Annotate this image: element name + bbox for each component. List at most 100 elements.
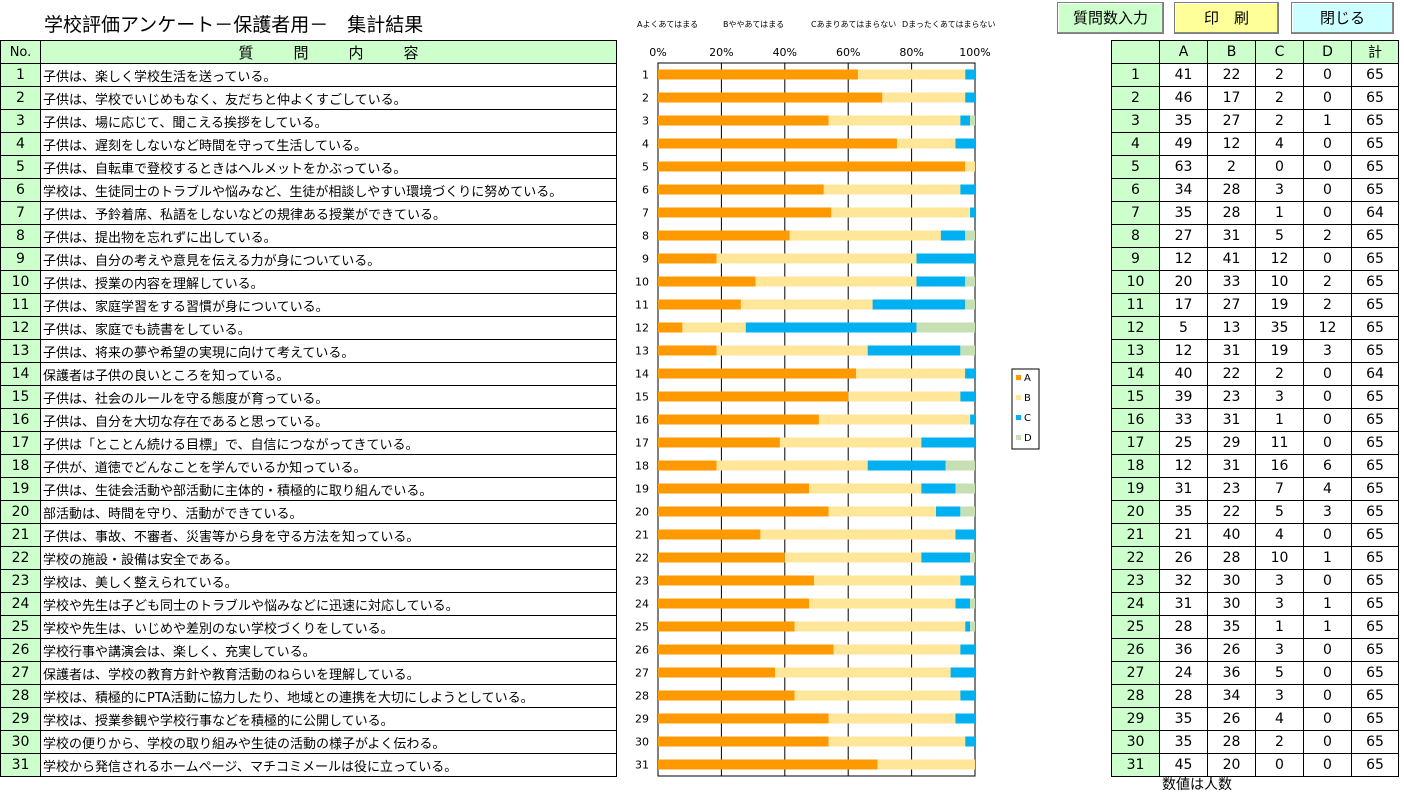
count-cell: 4 [1255, 707, 1304, 731]
bar-segment-d [970, 621, 975, 632]
count-cell: 1 [1255, 615, 1304, 639]
question-number: 15 [0, 385, 41, 409]
count-cell: 35 [1207, 615, 1256, 639]
count-cell: 0 [1303, 431, 1352, 455]
question-text: 保護者は子供の良いところを知っている。 [40, 362, 617, 386]
count-cell: 0 [1303, 684, 1352, 708]
bar-segment-b [784, 552, 922, 563]
count-cell: 0 [1255, 753, 1304, 777]
count-cell: 31 [1207, 408, 1256, 432]
bar-segment-a [658, 667, 776, 678]
bar-segment-a [658, 368, 857, 379]
category-label: 20 [635, 506, 649, 519]
count-row: 18 12 31 16 6 65 [1111, 454, 1399, 478]
count-cell: 64 [1351, 201, 1399, 225]
count-row-number: 18 [1111, 454, 1160, 478]
question-row: 27 保護者は、学校の教育方針や教育活動のねらいを理解している。 [0, 661, 617, 685]
count-row-number: 28 [1111, 684, 1160, 708]
count-row-number: 31 [1111, 753, 1160, 777]
bar-segment-b [794, 690, 961, 701]
question-text: 子供は、将来の夢や希望の実現に向けて考えている。 [40, 339, 617, 363]
bar-segment-b [828, 506, 936, 517]
count-row-number: 13 [1111, 339, 1160, 363]
count-cell: 65 [1351, 753, 1399, 777]
count-cell: 2 [1255, 730, 1304, 754]
count-cell: 65 [1351, 454, 1399, 478]
count-cell: 65 [1351, 247, 1399, 271]
count-cell: 16 [1255, 454, 1304, 478]
category-label: 9 [642, 253, 649, 266]
count-cell: 65 [1351, 730, 1399, 754]
question-number: 21 [0, 523, 41, 547]
bar-segment-c [965, 69, 975, 80]
count-row-number: 26 [1111, 638, 1160, 662]
count-cell: 65 [1351, 500, 1399, 524]
question-row: 17 子供は「とことん続ける目標」で、自信につながってきている。 [0, 431, 617, 455]
count-row-number: 24 [1111, 592, 1160, 616]
bar-segment-a [658, 437, 780, 448]
close-button[interactable]: 閉じる [1291, 2, 1394, 34]
question-row: 30 学校の便りから、学校の取り組みや生徒の活動の様子がよく伝わる。 [0, 730, 617, 754]
bar-segment-a [658, 115, 829, 126]
legend-text-a: Aよくあてはまる [637, 20, 699, 29]
x-tick-label: 80% [899, 46, 923, 59]
count-row: 28 28 34 3 0 65 [1111, 684, 1399, 708]
count-row-number: 9 [1111, 247, 1160, 271]
category-label: 5 [642, 161, 649, 174]
x-tick-label: 20% [709, 46, 733, 59]
bar-segment-b [828, 736, 966, 747]
count-cell: 20 [1207, 753, 1256, 777]
print-button[interactable]: 印 刷 [1174, 2, 1279, 34]
legend-swatch [1016, 395, 1021, 400]
count-cell: 32 [1159, 569, 1208, 593]
bar-segment-b [818, 414, 971, 425]
count-row-number: 27 [1111, 661, 1160, 685]
question-number: 26 [0, 638, 41, 662]
question-text: 学校は、生徒同士のトラブルや悩みなど、生徒が相談しやすい環境づくりに努めている。 [40, 178, 617, 202]
count-cell: 40 [1159, 362, 1208, 386]
bar-segment-c [960, 644, 975, 655]
count-cell: 65 [1351, 546, 1399, 570]
question-number: 18 [0, 454, 41, 478]
bar-segment-c [965, 621, 971, 632]
bar-segment-c [970, 414, 975, 425]
count-row: 21 21 40 4 0 65 [1111, 523, 1399, 547]
question-row: 4 子供は、遅刻をしないなど時間を守って生活している。 [0, 132, 617, 156]
count-cell: 40 [1207, 523, 1256, 547]
count-cell: 2 [1255, 362, 1304, 386]
question-number: 30 [0, 730, 41, 754]
count-row: 10 20 33 10 2 65 [1111, 270, 1399, 294]
question-count-input-button[interactable]: 質問数入力 [1057, 2, 1164, 34]
bar-segment-b [760, 529, 956, 540]
count-header: A [1159, 40, 1208, 64]
bar-segment-c [921, 552, 971, 563]
count-cell: 1 [1303, 109, 1352, 133]
question-text: 子供は、自分を大切な存在であると思っている。 [40, 408, 617, 432]
bar-segment-b [814, 575, 961, 586]
count-cell: 31 [1207, 224, 1256, 248]
count-row: 29 35 26 4 0 65 [1111, 707, 1399, 731]
bar-segment-c [745, 322, 917, 333]
count-row: 7 35 28 1 0 64 [1111, 201, 1399, 225]
count-cell: 31 [1159, 592, 1208, 616]
question-row: 22 学校の施設・設備は安全である。 [0, 546, 617, 570]
bar-segment-b [716, 253, 917, 264]
legend-text-b: Bややあてはまる [723, 20, 785, 29]
question-row: 19 子供は、生徒会活動や部活動に主体的・積極的に取り組んでいる。 [0, 477, 617, 501]
x-tick-label: 0% [649, 46, 666, 59]
count-cell: 3 [1255, 592, 1304, 616]
count-row: 6 34 28 3 0 65 [1111, 178, 1399, 202]
bar-segment-a [658, 736, 829, 747]
count-cell: 35 [1159, 500, 1208, 524]
count-cell: 30 [1207, 592, 1256, 616]
count-cell: 10 [1255, 270, 1304, 294]
legend-label: C [1024, 413, 1031, 424]
count-cell: 1 [1255, 201, 1304, 225]
count-cell: 45 [1159, 753, 1208, 777]
legend-label: B [1024, 393, 1031, 404]
count-cell: 65 [1351, 339, 1399, 363]
count-cell: 35 [1159, 201, 1208, 225]
count-cell: 35 [1159, 707, 1208, 731]
bar-segment-b [794, 621, 966, 632]
